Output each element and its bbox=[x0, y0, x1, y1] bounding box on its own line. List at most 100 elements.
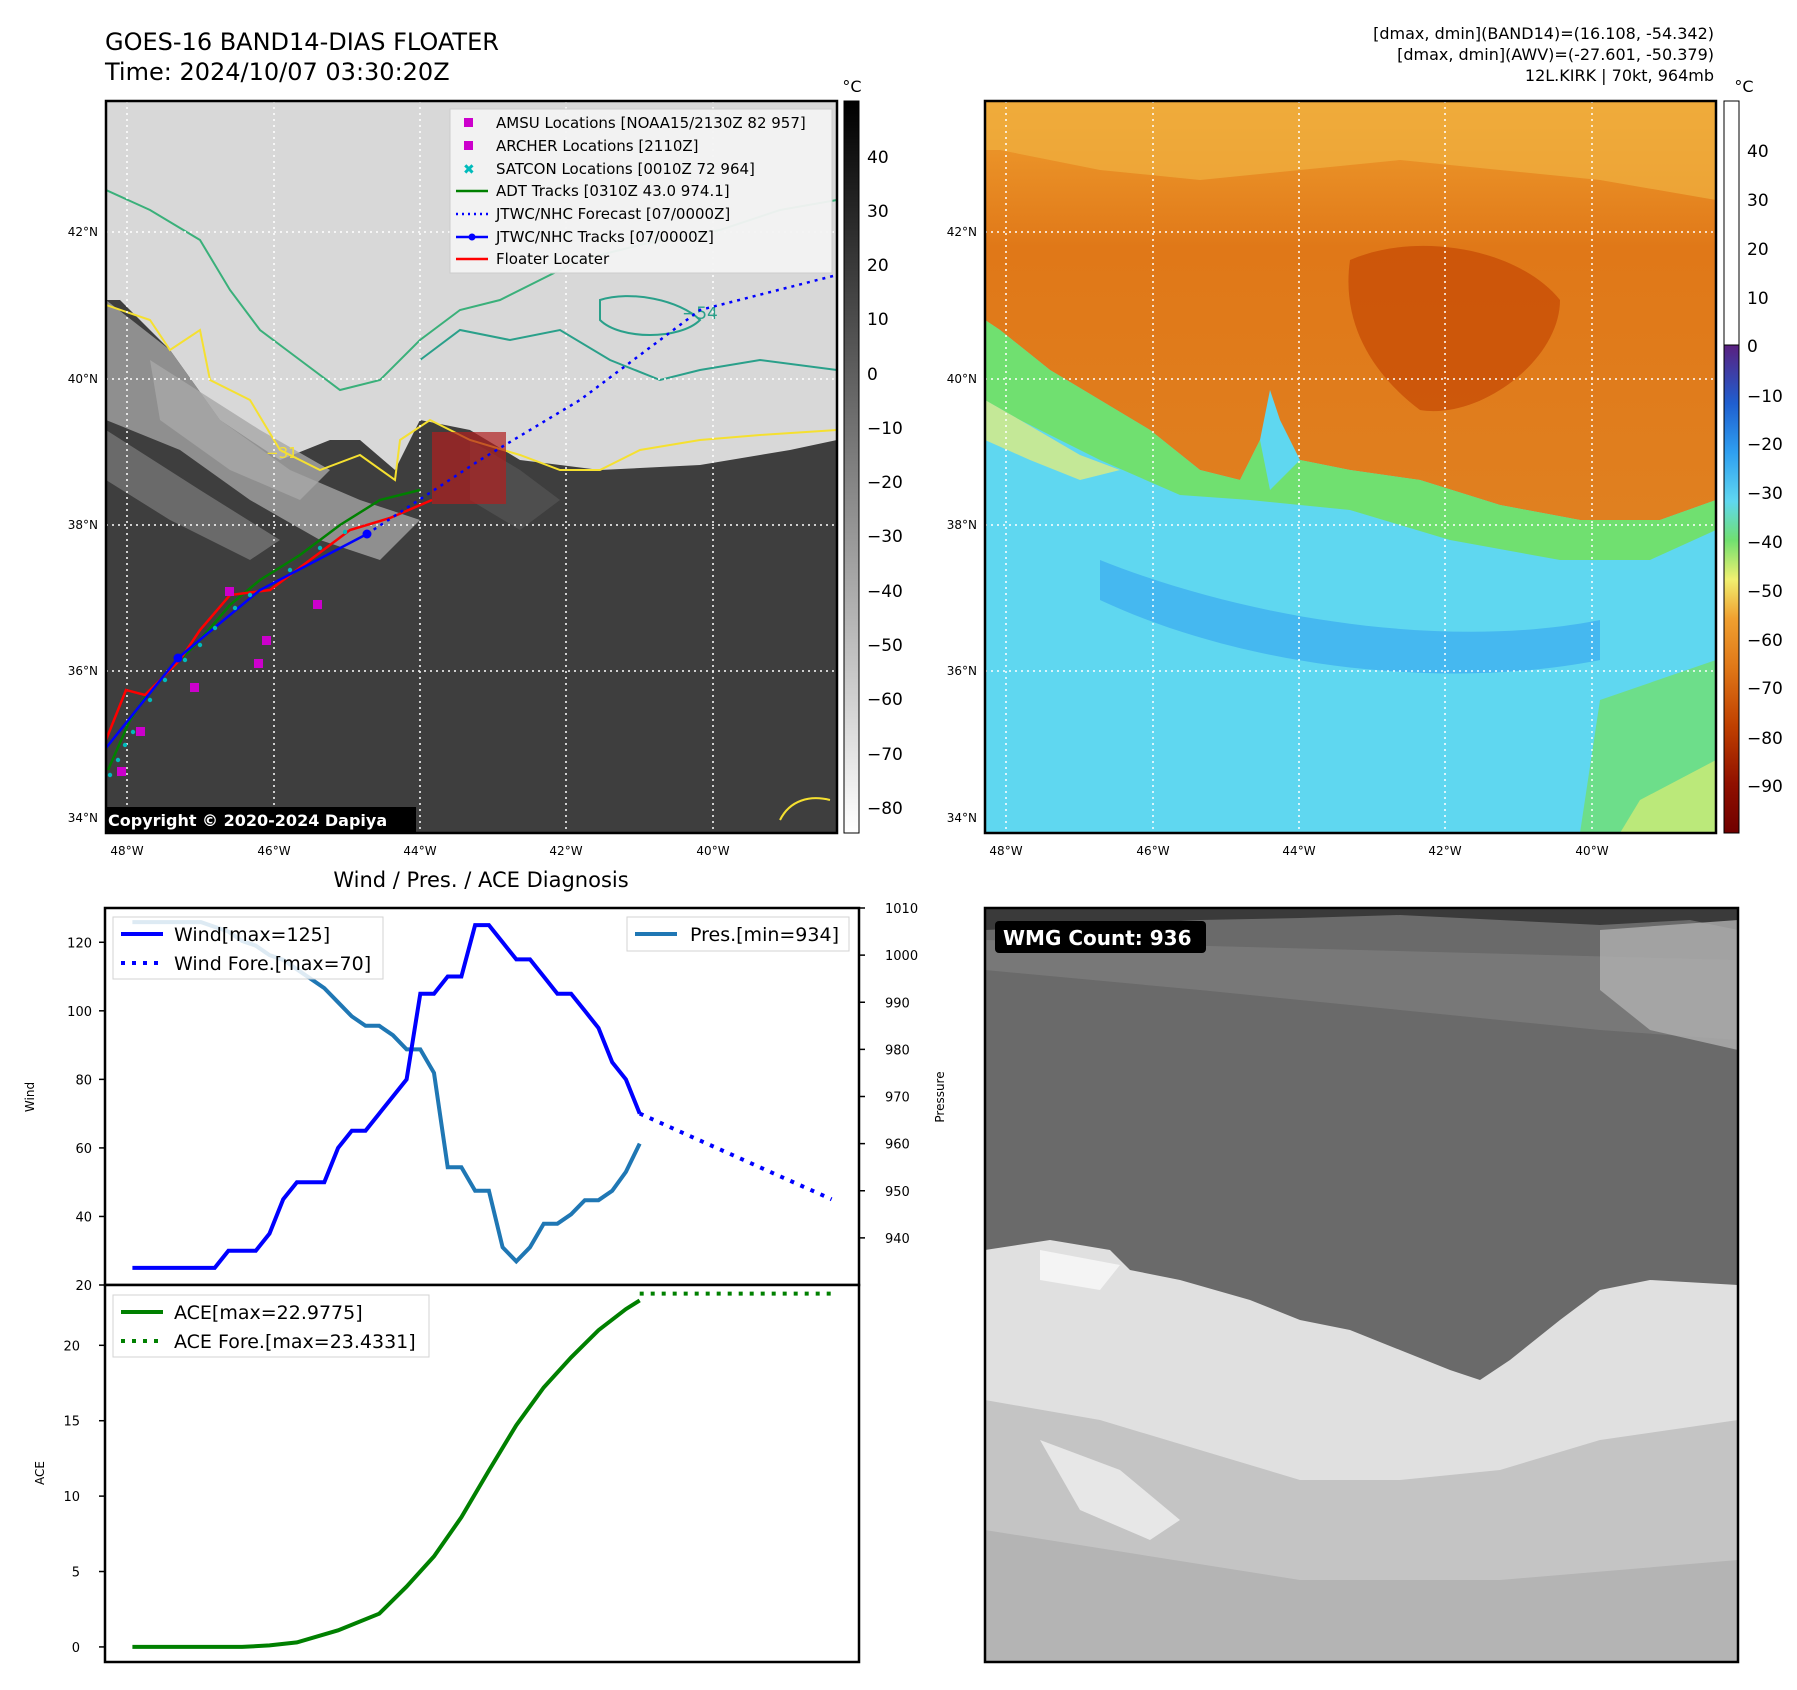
figure-title: GOES-16 BAND14-DIAS FLOATER bbox=[105, 28, 499, 56]
svg-text:48°W: 48°W bbox=[110, 844, 143, 858]
svg-text:−30: −30 bbox=[867, 527, 903, 547]
svg-text:30: 30 bbox=[867, 202, 889, 222]
svg-text:40°W: 40°W bbox=[696, 844, 729, 858]
svg-text:20: 20 bbox=[867, 256, 889, 276]
figure-time: Time: 2024/10/07 03:30:20Z bbox=[104, 58, 450, 86]
storm-line: 12L.KIRK | 70kt, 964mb bbox=[1525, 66, 1714, 85]
wind-tick-label: 40 bbox=[75, 1210, 92, 1225]
wmg-panel bbox=[985, 908, 1738, 1662]
wind-y-ticks: 20 40 60 80 100 120 bbox=[67, 936, 105, 1294]
ace-tick-label: 20 bbox=[63, 1339, 80, 1354]
svg-text:44°W: 44°W bbox=[403, 844, 436, 858]
ir-colorbar: °C 40 30 20 10 0 −10 −20 −30 −40 −50 −60… bbox=[842, 77, 903, 834]
svg-text:40°W: 40°W bbox=[1575, 844, 1608, 858]
pressure-y-ticks: 940 950 960 970 980 990 1000 1010 bbox=[859, 902, 918, 1247]
wind-legend: Wind[max=125] bbox=[174, 924, 330, 946]
svg-text:−10: −10 bbox=[1747, 387, 1783, 407]
svg-text:−60: −60 bbox=[1747, 631, 1783, 651]
svg-text:10: 10 bbox=[867, 310, 889, 330]
pressure-tick-label: 960 bbox=[885, 1138, 910, 1153]
pressure-tick-label: 1010 bbox=[885, 902, 918, 917]
svg-text:−90: −90 bbox=[1747, 777, 1783, 797]
svg-text:20: 20 bbox=[1747, 240, 1769, 260]
wind-tick-label: 100 bbox=[67, 1005, 92, 1020]
svg-text:42°W: 42°W bbox=[1428, 844, 1461, 858]
copyright: Copyright © 2020-2024 Dapiya bbox=[108, 811, 387, 830]
svg-text:−50: −50 bbox=[867, 636, 903, 656]
svg-text:40: 40 bbox=[867, 148, 889, 168]
wmg-count: WMG Count: 936 bbox=[1003, 926, 1192, 950]
enhanced-map-gridlines bbox=[985, 101, 1716, 833]
ace-tick-label: 5 bbox=[72, 1566, 80, 1581]
ace-series-line bbox=[132, 1298, 641, 1649]
svg-text:−80: −80 bbox=[867, 799, 903, 819]
wind-tick-label: 80 bbox=[75, 1073, 92, 1088]
svg-text:34°N: 34°N bbox=[947, 811, 977, 825]
pressure-tick-label: 990 bbox=[885, 996, 910, 1011]
pressure-axis-label: Pressure bbox=[933, 1071, 947, 1122]
svg-text:0: 0 bbox=[867, 365, 878, 385]
svg-text:−40: −40 bbox=[1747, 533, 1783, 553]
floater-track bbox=[106, 498, 433, 741]
diagnosis-title: Wind / Pres. / ACE Diagnosis bbox=[333, 868, 628, 892]
svg-text:34°N: 34°N bbox=[68, 811, 98, 825]
jtwc-forecast bbox=[366, 273, 837, 536]
svg-text:44°W: 44°W bbox=[1282, 844, 1315, 858]
svg-text:42°W: 42°W bbox=[549, 844, 582, 858]
svg-text:48°W: 48°W bbox=[989, 844, 1022, 858]
ace-fore-legend: ACE Fore.[max=23.4331] bbox=[174, 1331, 416, 1353]
ir-map-lon-labels: 48°W 46°W 44°W 42°W 40°W bbox=[110, 844, 729, 858]
legend-adt: ADT Tracks [0310Z 43.0 974.1] bbox=[496, 182, 730, 200]
ace-tick-label: 10 bbox=[63, 1490, 80, 1505]
svg-text:40°N: 40°N bbox=[947, 372, 977, 386]
ir-map-legend: AMSU Locations [NOAA15/2130Z 82 957] ARC… bbox=[449, 108, 833, 274]
wind-tick-label: 20 bbox=[75, 1279, 92, 1294]
satcon-legend-icon: ✖ bbox=[463, 162, 475, 178]
ace-y-ticks: 0 5 10 15 20 bbox=[63, 1339, 105, 1656]
svg-text:−80: −80 bbox=[1747, 729, 1783, 749]
svg-text:40°N: 40°N bbox=[68, 372, 98, 386]
enhanced-map-lat-labels: 42°N 40°N 38°N 36°N 34°N bbox=[947, 225, 977, 825]
satcon-markers bbox=[107, 529, 348, 778]
svg-text:−20: −20 bbox=[1747, 435, 1783, 455]
ace-axis-label: ACE bbox=[33, 1461, 47, 1485]
ace-tick-label: 0 bbox=[72, 1641, 80, 1656]
wind-pressure-panel: Wind Pressure 20 40 60 80 100 120 940 950 960 97… bbox=[23, 902, 947, 1294]
svg-text:38°N: 38°N bbox=[68, 518, 98, 532]
pres-legend: Pres.[min=934] bbox=[690, 924, 839, 946]
ir-map-lat-labels: 42°N 40°N 38°N 36°N 34°N bbox=[68, 225, 98, 825]
legend-satcon: SATCON Locations [0010Z 72 964] bbox=[496, 160, 755, 178]
ace-panel: ACE 0 5 10 15 20 ACE[max=22.9775] ACE Fore.[… bbox=[33, 1283, 861, 1664]
archer-legend-icon bbox=[464, 141, 473, 150]
svg-text:36°N: 36°N bbox=[947, 664, 977, 678]
svg-text:30: 30 bbox=[1747, 191, 1769, 211]
pressure-tick-label: 980 bbox=[885, 1043, 910, 1058]
svg-text:10: 10 bbox=[1747, 289, 1769, 309]
amsu-legend-icon bbox=[464, 118, 473, 127]
svg-text:0: 0 bbox=[1747, 337, 1758, 357]
enhanced-colorbar-unit: °C bbox=[1734, 77, 1753, 96]
ir-colorbar-unit: °C bbox=[842, 77, 861, 96]
pressure-tick-label: 970 bbox=[885, 1091, 910, 1106]
enhanced-colorbar: °C 40 30 20 10 0 −10 −20 −30 −40 −50 −60… bbox=[1723, 77, 1783, 834]
amsu-markers bbox=[117, 587, 322, 776]
svg-text:46°W: 46°W bbox=[1136, 844, 1169, 858]
svg-text:42°N: 42°N bbox=[68, 225, 98, 239]
stats-line-1: [dmax, dmin](BAND14)=(16.108, -54.342) bbox=[1373, 24, 1714, 43]
enhanced-map-panel bbox=[985, 101, 1716, 833]
wind-forecast-line bbox=[638, 1111, 833, 1202]
svg-text:−30: −30 bbox=[1747, 484, 1783, 504]
svg-text:−20: −20 bbox=[867, 473, 903, 493]
contour-label-2: −31 bbox=[266, 444, 298, 462]
wind-tick-label: 120 bbox=[67, 936, 92, 951]
svg-text:46°W: 46°W bbox=[257, 844, 290, 858]
svg-text:38°N: 38°N bbox=[947, 518, 977, 532]
wind-fore-legend: Wind Fore.[max=70] bbox=[174, 953, 371, 975]
wind-series-line bbox=[132, 923, 642, 1270]
stats-line-2: [dmax, dmin](AWV)=(-27.601, -50.379) bbox=[1397, 45, 1714, 64]
svg-text:−60: −60 bbox=[867, 690, 903, 710]
pressure-tick-label: 1000 bbox=[885, 949, 918, 964]
svg-text:42°N: 42°N bbox=[947, 225, 977, 239]
ace-tick-label: 15 bbox=[63, 1415, 80, 1430]
